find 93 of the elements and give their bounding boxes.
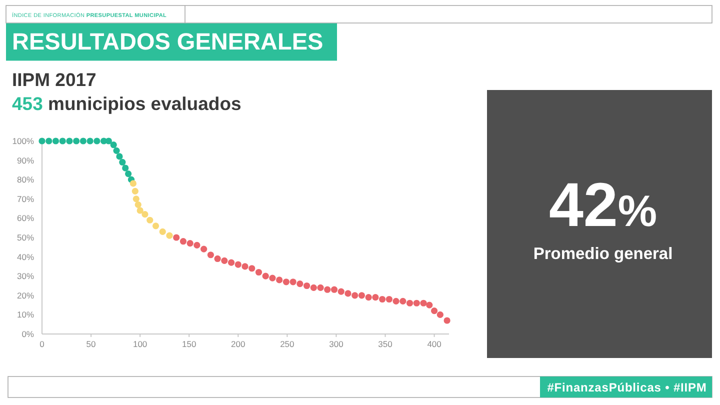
point: [116, 153, 123, 160]
point: [228, 259, 235, 266]
point: [430, 308, 438, 314]
point: [262, 272, 269, 280]
point: [180, 238, 187, 245]
point: [94, 138, 100, 144]
point: [426, 302, 433, 308]
y-tick-label: 60%: [16, 213, 34, 224]
text: #FinanzasPúblicas • #IIPM: [547, 380, 707, 394]
point: [330, 286, 338, 293]
point: [122, 164, 129, 172]
point: [436, 311, 444, 318]
point: [173, 234, 180, 241]
y-tick-label: 80%: [16, 174, 34, 185]
point: [152, 222, 160, 230]
point: [372, 294, 379, 301]
point: [214, 255, 221, 262]
point: [269, 274, 276, 282]
point: [125, 170, 132, 178]
point: [406, 300, 414, 306]
point: [282, 278, 290, 286]
point: [303, 282, 310, 290]
point: [119, 158, 126, 166]
y-tick-label: 20%: [16, 290, 34, 300]
chart-subtitle: IIPM 2017: [12, 69, 96, 90]
point: [255, 268, 262, 276]
point: [80, 138, 86, 144]
point: [242, 263, 248, 270]
y-tick-label: 90%: [16, 155, 34, 166]
x-tick-label: 200: [231, 339, 246, 349]
x-tick-label: 400: [427, 339, 442, 349]
point: [413, 300, 420, 306]
point: [113, 147, 120, 154]
text: Promedio general: [533, 245, 673, 263]
point: [379, 296, 386, 303]
y-tick-label: 70%: [16, 194, 34, 204]
point: [290, 278, 296, 286]
point: [59, 138, 66, 144]
point: [142, 211, 148, 218]
point: [46, 138, 52, 144]
chart-title: RESULTADOS GENERALES: [12, 28, 324, 54]
point: [444, 317, 450, 324]
x-tick-label: 100: [132, 339, 148, 349]
point: [420, 300, 427, 306]
point: [132, 196, 140, 202]
point: [194, 242, 200, 249]
point: [186, 240, 194, 247]
x-tick-label: 0: [40, 339, 45, 349]
point: [136, 207, 144, 214]
point: [392, 298, 400, 304]
x-tick-label: 50: [86, 339, 96, 349]
point: [338, 288, 344, 295]
y-tick-label: 0%: [22, 328, 34, 339]
point: [132, 188, 138, 194]
point: [310, 284, 317, 291]
x-tick-label: 350: [378, 339, 393, 349]
point: [276, 276, 283, 284]
point: [73, 138, 80, 144]
point: [134, 201, 142, 208]
y-tick-label: 50%: [16, 232, 34, 242]
point: [365, 294, 372, 301]
point: [317, 284, 324, 291]
point: [200, 246, 208, 252]
point: [248, 265, 256, 272]
x-tick-label: 300: [329, 339, 344, 349]
point: [324, 286, 331, 293]
text: 453 municipios evaluados: [12, 93, 242, 114]
x-tick-label: 250: [280, 339, 295, 349]
y-tick-label: 30%: [16, 271, 34, 282]
point: [38, 138, 46, 144]
text: 42%: [548, 171, 658, 240]
point: [358, 292, 366, 299]
y-tick-label: 40%: [16, 252, 34, 262]
y-tick-label: 10%: [16, 310, 34, 320]
point: [296, 280, 304, 288]
point: [110, 142, 117, 148]
point: [400, 298, 406, 304]
point: [344, 290, 352, 297]
point: [86, 138, 94, 144]
point: [146, 216, 154, 224]
point: [166, 232, 173, 239]
point: [159, 228, 166, 236]
point: [352, 292, 358, 299]
x-tick-label: 150: [182, 339, 196, 349]
point: [386, 296, 392, 303]
y-tick-label: 100%: [12, 136, 34, 146]
point: [130, 180, 137, 187]
point: [234, 261, 242, 268]
point: [221, 257, 228, 264]
point: [207, 252, 214, 258]
point: [66, 138, 73, 144]
point: [105, 138, 112, 144]
point: [52, 138, 60, 144]
